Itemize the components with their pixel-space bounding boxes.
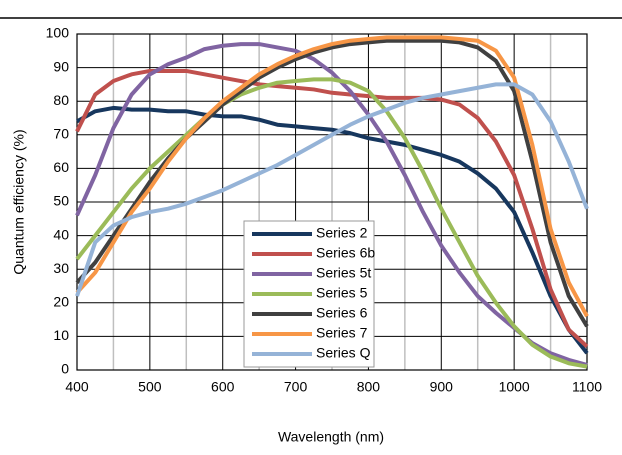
x-tick-label: 400 [65,379,89,395]
legend-label: Series 6 [316,305,368,321]
y-tick-label: 70 [53,126,69,142]
y-tick-label: 100 [46,25,70,41]
legend-label: Series 7 [316,325,368,341]
legend-label: Series 5 [316,285,368,301]
series-line [75,42,588,367]
y-tick-label: 80 [53,92,69,108]
y-tick-label: 10 [53,327,69,343]
y-tick-label: 40 [53,226,69,242]
x-tick-label: 900 [430,379,454,395]
series-line [75,38,589,328]
y-tick-label: 60 [53,159,69,175]
y-tick-label: 90 [53,58,69,74]
y-tick-label: 0 [61,361,69,377]
series-line [75,68,589,348]
y-tick-label: 20 [53,294,69,310]
legend-label: Series 2 [316,225,368,241]
plot-frame [76,33,588,371]
series-line [75,82,589,297]
y-tick-label: 50 [53,193,69,209]
x-tick-label: 500 [138,379,162,395]
legend-label: Series 6b [316,245,375,261]
x-tick-label: 1100 [572,379,602,395]
series-line [75,35,589,318]
x-tick-label: 600 [211,379,235,395]
x-tick-label: 1000 [499,379,530,395]
y-axis-label: Quantum efficiency (%) [11,129,27,274]
legend-label: Series 5t [316,265,371,281]
x-tick-label: 800 [357,379,381,395]
y-tick-label: 30 [53,260,69,276]
x-axis-label: Wavelength (nm) [278,429,384,445]
legend-label: Series Q [316,345,371,361]
x-tick-label: 700 [284,379,308,395]
series-line [76,105,589,355]
series-line [75,77,588,369]
